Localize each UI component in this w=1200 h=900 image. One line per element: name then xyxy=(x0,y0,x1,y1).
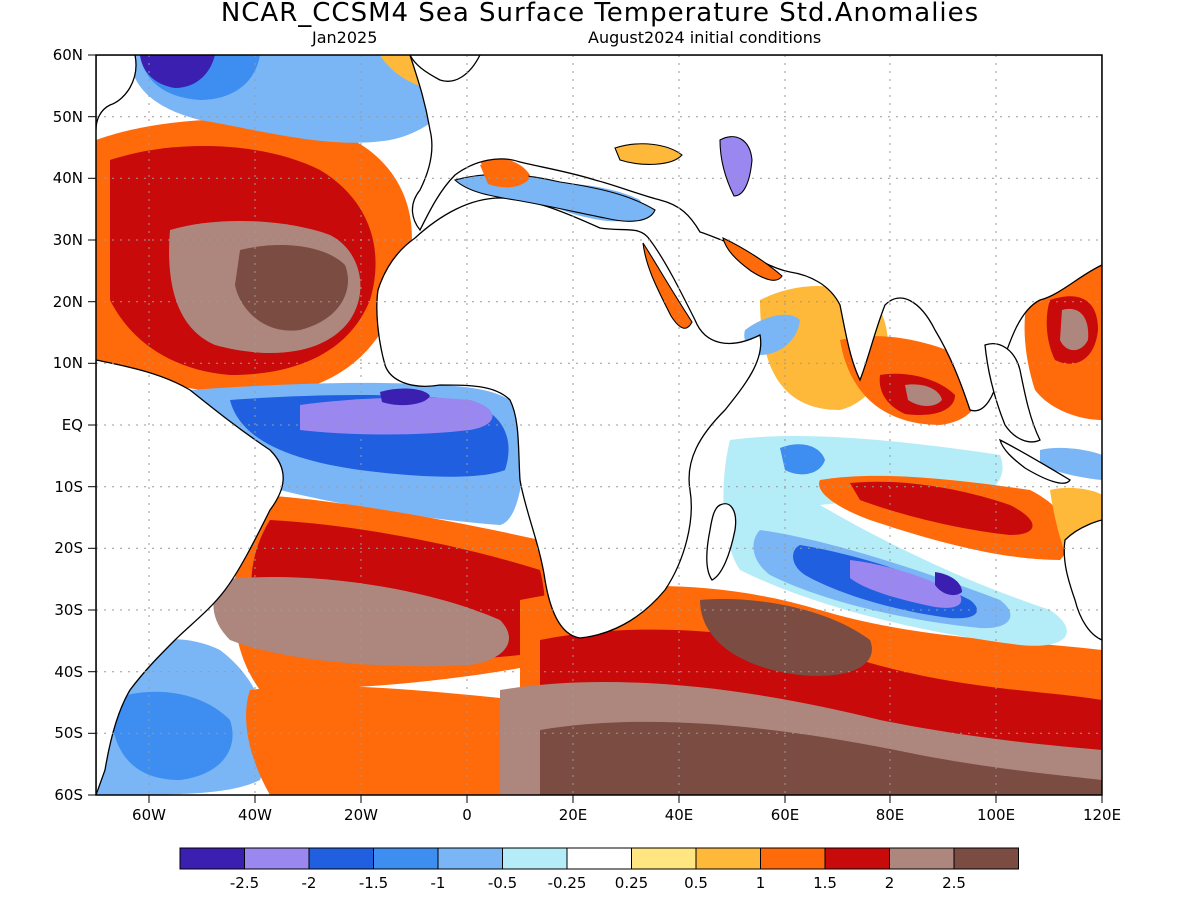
initial-conditions-label: August2024 initial conditions xyxy=(588,28,822,47)
colorbar-swatch xyxy=(244,847,310,870)
s-atlantic-extreme-warm xyxy=(213,576,509,667)
lon-label: 60E xyxy=(771,806,800,824)
colorbar-labels: -2.5 -2 -1.5 -1 -0.5 -0.25 0.25 0.5 1 1.5 2 2.5 xyxy=(230,874,966,892)
lat-label: 60S xyxy=(54,786,83,804)
colorbar-label: -0.5 xyxy=(488,874,517,892)
bay-of-bengal-core xyxy=(905,384,942,406)
colorbar xyxy=(179,847,1019,870)
colorbar-label: 2.5 xyxy=(942,874,966,892)
lon-label: 0 xyxy=(462,806,472,824)
lon-label: 20W xyxy=(344,806,378,824)
lon-axis xyxy=(148,795,1103,803)
s-indian-brown-east xyxy=(700,599,872,676)
labrador-cold-extreme xyxy=(140,55,215,88)
colorbar-swatch xyxy=(953,847,1019,870)
lat-axis xyxy=(88,54,96,796)
lat-labels: 60N 50N 40N 30N 20N 10N EQ 10S 20S 30S 4… xyxy=(53,46,83,804)
colorbar-swatch xyxy=(308,847,374,870)
colorbar-swatch xyxy=(373,847,439,870)
lat-label: 30S xyxy=(54,601,83,619)
southern-ocean-extreme-core xyxy=(540,721,1102,795)
sumatra-landmass xyxy=(998,438,1071,484)
colorbar-label: 1 xyxy=(756,874,766,892)
red-sea xyxy=(642,242,693,329)
colorbar-swatch xyxy=(631,847,697,870)
lon-label: 40E xyxy=(665,806,694,824)
sw-atlantic-cold-core xyxy=(110,691,233,780)
colorbar-swatch xyxy=(889,847,955,870)
persian-gulf xyxy=(722,237,783,281)
colorbar-swatch xyxy=(502,847,568,870)
indian-ocean-cold-extreme xyxy=(935,572,962,596)
colorbar-label: -1 xyxy=(431,874,446,892)
colorbar-label: -2 xyxy=(302,874,317,892)
lon-labels: 60W 40W 20W 0 20E 40E 60E 80E 100E 120E xyxy=(132,806,1121,824)
colorbar-swatch xyxy=(566,847,632,870)
lat-label: EQ xyxy=(62,416,83,434)
colorbar-swatch xyxy=(760,847,826,870)
lat-label: 40N xyxy=(53,169,83,187)
lon-label: 20E xyxy=(559,806,588,824)
greenland-landmass xyxy=(409,55,481,82)
map-title: NCAR_CCSM4 Sea Surface Temperature Std.A… xyxy=(220,0,980,28)
s-atlantic-warm-south xyxy=(246,685,531,795)
lon-label: 40W xyxy=(238,806,272,824)
central-indian-strong-warm xyxy=(850,481,1033,535)
indian-ocean-cold-purple xyxy=(850,560,962,608)
lat-label: 60N xyxy=(53,46,83,64)
colorbar-label: -2.5 xyxy=(230,874,259,892)
lat-label: 30N xyxy=(53,231,83,249)
lon-label: 80E xyxy=(876,806,905,824)
colorbar-swatch xyxy=(695,847,761,870)
colorbar-swatch xyxy=(824,847,890,870)
lon-label: 120E xyxy=(1083,806,1121,824)
eq-atlantic-extreme xyxy=(380,388,430,406)
colorbar-label: -1.5 xyxy=(359,874,388,892)
indochina-landmass xyxy=(984,343,1041,443)
indonesia-cold xyxy=(1040,447,1102,480)
colorbar-label: -0.25 xyxy=(548,874,587,892)
black-sea xyxy=(614,143,683,165)
lat-label: 20N xyxy=(53,293,83,311)
lat-label: 50S xyxy=(54,724,83,742)
eq-atlantic-purple xyxy=(300,397,493,435)
south-america-landmass xyxy=(96,359,284,795)
colorbar-label: 1.5 xyxy=(813,874,837,892)
mediterranean-warm-patch xyxy=(480,163,530,188)
australia-landmass xyxy=(1063,519,1102,641)
colorbar-label: 0.5 xyxy=(684,874,708,892)
africa-landmass xyxy=(376,197,762,639)
lat-label: 50N xyxy=(53,108,83,126)
n-atlantic-extreme-core xyxy=(235,245,348,331)
caspian-sea xyxy=(719,136,753,197)
map-gridlines xyxy=(96,55,1102,795)
valid-month-label: Jan2025 xyxy=(312,28,378,47)
indian-ocean-cold-north xyxy=(780,444,825,475)
lon-label: 60W xyxy=(132,806,166,824)
lat-label: 20S xyxy=(54,539,83,557)
lat-label: 10N xyxy=(53,354,83,372)
colorbar-label: 0.25 xyxy=(615,874,648,892)
madagascar-landmass xyxy=(706,503,737,581)
lat-label: 10S xyxy=(54,478,83,496)
colorbar-label: 2 xyxy=(885,874,895,892)
lat-label: 40S xyxy=(54,663,83,681)
w-pacific-core xyxy=(1060,308,1089,351)
inland-seas xyxy=(453,136,783,329)
land-masses xyxy=(96,55,1102,795)
colorbar-swatch xyxy=(437,847,503,870)
lon-label: 100E xyxy=(977,806,1015,824)
colorbar-swatch xyxy=(179,847,245,870)
